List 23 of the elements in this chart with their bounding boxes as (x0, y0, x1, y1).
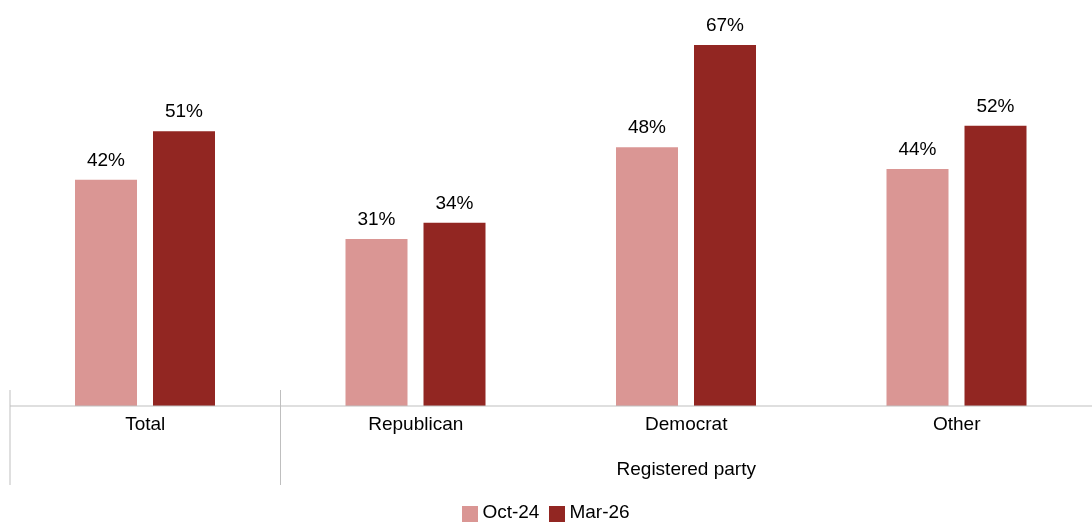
data-label: 34% (435, 191, 474, 213)
legend-label: Mar-26 (569, 501, 630, 522)
bar (75, 179, 137, 406)
bar (345, 238, 408, 406)
data-label: 52% (976, 94, 1015, 116)
bar (153, 131, 215, 406)
data-label: 51% (164, 100, 204, 122)
bar (423, 222, 486, 406)
bar (616, 147, 678, 406)
x-axis-title: Registered party (616, 458, 757, 479)
legend-label: Oct-24 (482, 501, 540, 522)
x-tick-label: Other (932, 413, 982, 434)
x-tick-label: Republican (368, 413, 464, 434)
bar (694, 45, 756, 406)
x-tick-label: Total (125, 413, 166, 434)
bar (886, 168, 949, 406)
data-label: 44% (898, 137, 937, 159)
bar (964, 125, 1027, 406)
data-label: 31% (357, 207, 396, 229)
x-tick-label: Democrat (645, 413, 729, 434)
data-label: 48% (627, 116, 667, 138)
data-label: 42% (86, 148, 126, 170)
data-label: 67% (705, 14, 745, 35)
